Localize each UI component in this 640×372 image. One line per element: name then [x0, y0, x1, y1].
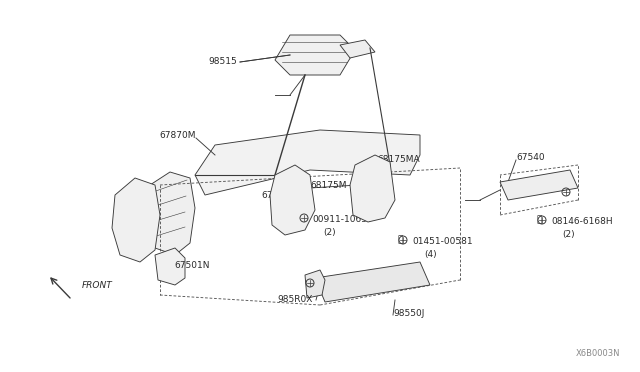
Polygon shape: [340, 40, 375, 58]
Text: (2): (2): [323, 228, 335, 237]
Polygon shape: [500, 170, 578, 200]
Text: Ⓝ: Ⓝ: [299, 214, 304, 222]
Text: FRONT: FRONT: [82, 282, 113, 291]
Polygon shape: [305, 270, 325, 298]
Polygon shape: [275, 35, 355, 75]
Text: 98550J: 98550J: [393, 310, 424, 318]
Text: 67540: 67540: [516, 154, 545, 163]
Text: 08146-6168H: 08146-6168H: [551, 218, 612, 227]
Text: Ⓝ: Ⓝ: [397, 235, 403, 244]
Text: 985R0X: 985R0X: [278, 295, 313, 305]
Text: 01451-00581: 01451-00581: [412, 237, 472, 247]
Text: 68175MA: 68175MA: [377, 155, 420, 164]
Polygon shape: [270, 165, 315, 235]
Text: X6B0003N: X6B0003N: [575, 349, 620, 358]
Polygon shape: [315, 262, 430, 302]
Text: 67502: 67502: [261, 192, 290, 201]
Text: (2): (2): [562, 230, 575, 238]
Text: 98515: 98515: [208, 58, 237, 67]
Text: 68175M: 68175M: [310, 180, 346, 189]
Text: (4): (4): [424, 250, 436, 259]
Polygon shape: [112, 178, 160, 262]
Text: 00911-10637: 00911-10637: [312, 215, 372, 224]
Polygon shape: [350, 155, 395, 222]
Polygon shape: [195, 130, 420, 195]
Text: 67501N: 67501N: [174, 260, 209, 269]
Polygon shape: [155, 248, 185, 285]
Text: 67870M: 67870M: [159, 131, 196, 140]
Text: Ⓝ: Ⓝ: [536, 215, 542, 224]
Polygon shape: [147, 172, 195, 255]
